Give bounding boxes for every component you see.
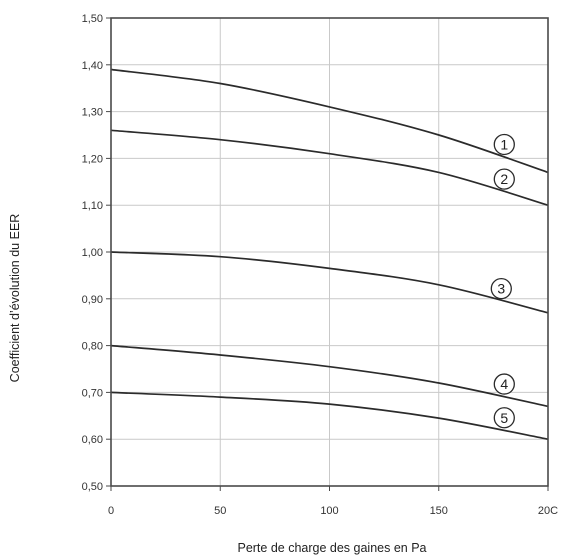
y-axis-label: Coefficient d’évolution du EER <box>8 214 22 383</box>
y-tick-label: 1,00 <box>82 247 103 259</box>
x-tick-label: 100 <box>320 505 338 517</box>
marker-circle <box>493 407 515 429</box>
marker-circle <box>493 133 515 156</box>
marker-circle <box>493 373 515 395</box>
y-tick-label: 0,80 <box>82 341 103 353</box>
series-lines <box>110 68 549 441</box>
series-marker-4: 4 <box>493 373 515 395</box>
series-marker-1: 1 <box>493 133 515 156</box>
series-marker-2: 2 <box>493 168 515 190</box>
x-tick-label: 150 <box>430 505 448 517</box>
marker-label: 2 <box>500 171 508 187</box>
series-line-4 <box>110 344 549 408</box>
series-marker-3: 3 <box>490 277 512 300</box>
grid <box>110 17 549 487</box>
marker-label: 3 <box>497 281 505 297</box>
y-tick-label: 0,90 <box>82 294 103 306</box>
y-tick-label: 1,20 <box>82 153 103 165</box>
series-marker-5: 5 <box>493 407 515 429</box>
y-tick-label: 0,70 <box>82 387 103 399</box>
x-tick-label: 20C <box>538 505 558 517</box>
series-line-3 <box>110 251 549 314</box>
series-line-1 <box>110 68 549 174</box>
y-tick-label: 0,50 <box>82 481 103 493</box>
marker-label: 1 <box>500 136 508 152</box>
series-markers: 1 2 3 4 5 <box>490 133 515 429</box>
series-line-5 <box>110 391 549 441</box>
marker-label: 4 <box>500 376 508 392</box>
tick-labels: 0,50 0,60 0,70 0,80 0,90 1,00 1,10 1,20 1,30 1,40… <box>82 13 559 517</box>
y-tick-label: 0,60 <box>82 434 103 446</box>
series-line-2 <box>110 129 549 207</box>
x-axis-label: Perte de charge des gaines en Pa <box>237 541 426 555</box>
y-tick-label: 1,30 <box>82 107 103 119</box>
x-tick-label: 0 <box>108 505 114 517</box>
marker-circle <box>493 168 515 190</box>
marker-circle <box>490 277 512 300</box>
x-tick-label: 50 <box>214 505 226 517</box>
y-tick-label: 1,40 <box>82 60 103 72</box>
y-tick-label: 1,10 <box>82 200 103 212</box>
marker-label: 5 <box>500 410 508 426</box>
y-tick-label: 1,50 <box>82 13 103 25</box>
